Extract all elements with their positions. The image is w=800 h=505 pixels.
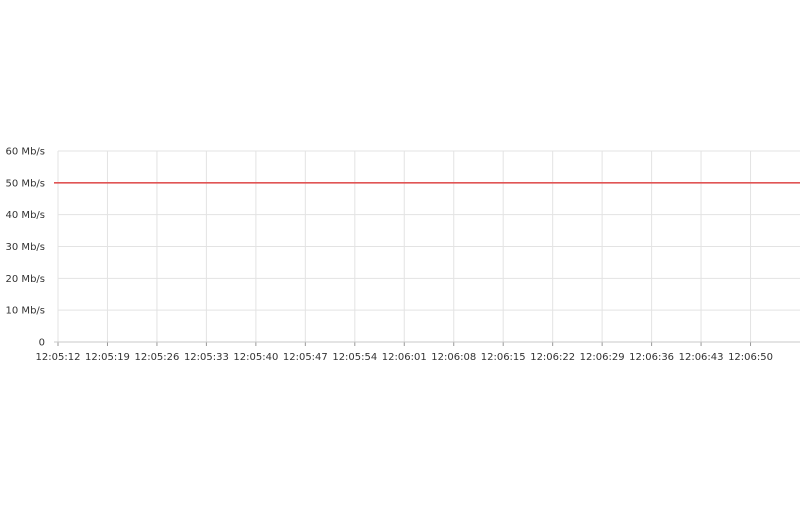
y-tick-label-5: 50 Mb/s [6, 178, 45, 189]
grid-layer [57, 150, 800, 343]
x-tick-label-12: 12:06:36 [629, 352, 674, 363]
x-tick-label-4: 12:05:40 [233, 352, 278, 363]
x-tick-label-10: 12:06:22 [530, 352, 575, 363]
x-tick-label-8: 12:06:08 [431, 352, 476, 363]
x-tick-label-5: 12:05:47 [283, 352, 328, 363]
y-tick-label-0: 0 [39, 338, 45, 349]
x-tick-label-3: 12:05:33 [184, 352, 229, 363]
x-tick-label-6: 12:05:54 [332, 352, 377, 363]
x-tick-label-0: 12:05:12 [36, 352, 81, 363]
x-tick-label-1: 12:05:19 [85, 352, 130, 363]
x-tick-label-7: 12:06:01 [382, 352, 427, 363]
y-tick-label-6: 60 Mb/s [6, 147, 45, 158]
y-tick-label-4: 40 Mb/s [6, 210, 45, 221]
y-tick-label-2: 20 Mb/s [6, 274, 45, 285]
x-tick-label-11: 12:06:29 [580, 352, 625, 363]
x-tick-label-9: 12:06:15 [481, 352, 526, 363]
y-tick-label-1: 10 Mb/s [6, 306, 45, 317]
axis-layer: 0 10 Mb/s 20 Mb/s 30 Mb/s 40 Mb/s 50 Mb/s 60 M… [6, 147, 800, 363]
x-tick-label-13: 12:06:43 [679, 352, 724, 363]
y-tick-label-3: 30 Mb/s [6, 242, 45, 253]
x-tick-label-14: 12:06:50 [728, 352, 773, 363]
x-tick-label-2: 12:05:26 [134, 352, 179, 363]
